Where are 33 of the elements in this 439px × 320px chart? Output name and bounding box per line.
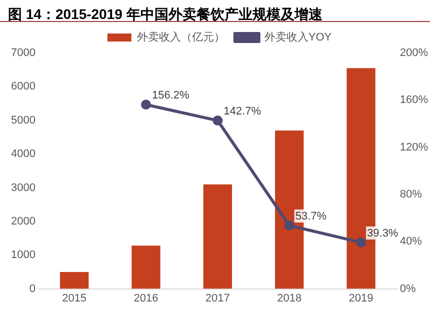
data-label: 142.7% bbox=[224, 106, 262, 118]
y2-tick-label: 200% bbox=[400, 47, 428, 60]
x-tick-label: 2019 bbox=[348, 292, 374, 304]
y-tick-label: 5000 bbox=[10, 114, 36, 126]
y2-tick-label: 0% bbox=[400, 282, 416, 295]
x-tick-label: 2016 bbox=[134, 292, 158, 304]
y2-tick-label: 40% bbox=[400, 236, 422, 248]
bar bbox=[203, 184, 232, 289]
y2-tick-label: 80% bbox=[400, 188, 422, 201]
y-tick-label: 7000 bbox=[10, 47, 36, 60]
bar bbox=[60, 272, 89, 289]
y2-tick-label: 120% bbox=[400, 141, 428, 154]
y-tick-label: 0 bbox=[29, 282, 36, 295]
x-tick-label: 2017 bbox=[205, 292, 230, 304]
bar bbox=[132, 246, 160, 289]
point bbox=[140, 100, 151, 110]
legend-label: 外卖收入YOY bbox=[264, 30, 332, 44]
point bbox=[356, 237, 366, 248]
y-tick-label: 3000 bbox=[10, 182, 36, 194]
data-label: 156.2% bbox=[152, 90, 190, 102]
y-tick-label: 2000 bbox=[10, 215, 36, 228]
y-tick-label: 4000 bbox=[10, 148, 36, 160]
y2-tick-label: 160% bbox=[400, 94, 428, 106]
data-label: 53.7% bbox=[295, 210, 327, 223]
chart-title: 图 14：2015-2019 年中国外卖餐饮产业规模及增速 bbox=[0, 0, 430, 22]
legend-label: 外卖收入（亿元） bbox=[136, 30, 225, 44]
y-tick-label: 1000 bbox=[10, 249, 36, 262]
data-label: 39.3% bbox=[367, 227, 398, 240]
point bbox=[212, 116, 223, 126]
x-tick-label: 2015 bbox=[62, 292, 87, 304]
y-tick-label: 6000 bbox=[10, 80, 36, 93]
x-tick-label: 2018 bbox=[277, 292, 302, 304]
point bbox=[284, 220, 294, 230]
